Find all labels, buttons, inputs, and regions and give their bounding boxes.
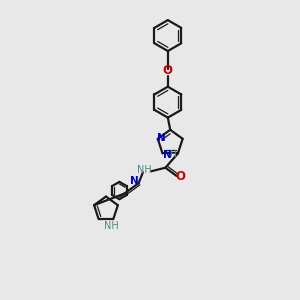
Text: O: O (163, 64, 173, 77)
Text: NH: NH (104, 221, 119, 231)
Text: N: N (130, 176, 139, 186)
Text: O: O (176, 169, 186, 182)
Text: N: N (157, 133, 166, 142)
Text: NH: NH (137, 165, 152, 175)
Text: H: H (169, 150, 176, 159)
Text: N: N (163, 150, 172, 160)
